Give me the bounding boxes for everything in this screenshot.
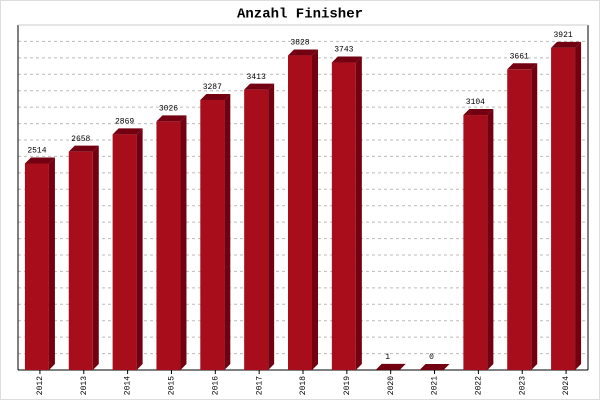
bar-front [551,47,576,371]
bar [507,63,538,371]
bar [244,83,275,371]
x-tick-label: 2022 [474,376,483,395]
bar-side [355,56,362,371]
bar-front [112,134,137,370]
value-label: 1 [385,353,390,362]
value-label: 2869 [115,117,134,126]
bar [200,93,231,370]
bar [288,49,318,371]
bar-front [244,89,269,371]
value-label: 3921 [553,31,572,40]
value-label: 3287 [203,83,222,92]
bar-side [180,115,187,370]
bar-front [200,99,225,370]
bar-front [156,121,181,370]
bar-top [375,363,406,370]
bar-side [136,128,143,370]
value-label: 3828 [290,39,309,48]
value-label: 3104 [466,98,485,107]
bar [156,115,187,370]
bar-front [24,163,49,370]
chart-title: Anzahl Finisher [237,7,363,23]
x-tick-label: 2012 [36,376,45,395]
value-label: 2514 [27,147,46,156]
bar-front [288,55,312,371]
bar-top [68,145,99,152]
bar [112,128,143,370]
bar [419,364,450,370]
x-tick-label: 2018 [299,376,308,395]
bar-top [551,41,582,48]
value-label: 3413 [247,73,266,82]
x-tick-label: 2013 [80,376,89,395]
x-tick-label: 2020 [387,376,396,395]
value-label: 3026 [159,105,178,114]
bar [68,145,99,370]
x-tick-label: 2015 [168,376,177,395]
bar-side [575,41,582,371]
bar [551,41,582,371]
bar-top [288,49,318,56]
bar-top [507,63,538,70]
bar [463,109,494,371]
x-tick-label: 2017 [255,376,264,395]
bar-top [156,115,187,122]
bar-front [507,69,532,371]
bar [331,56,362,371]
bar-top [419,364,450,370]
bar-top [112,128,143,135]
value-label: 0 [429,353,434,362]
bar-top [24,157,55,164]
bar-top [200,93,231,100]
bar-side [531,63,538,371]
x-tick-label: 2019 [343,376,352,395]
bar-front [331,62,356,371]
bar [375,363,406,370]
value-label: 3743 [334,46,353,55]
bar-top [244,83,275,90]
bar-side [487,109,494,371]
bar-front [68,151,93,370]
bar-side [268,83,275,371]
bar-front [463,115,488,371]
x-tick-label: 2016 [211,376,220,395]
value-label: 3661 [510,52,529,61]
value-label: 2658 [71,135,90,144]
bar-side [399,363,406,370]
x-tick-label: 2024 [562,376,571,395]
x-tick-label: 2023 [518,376,527,395]
bar-side [224,93,231,370]
x-tick-label: 2014 [124,376,133,395]
bar-side [48,157,55,370]
bar-side [92,145,99,370]
bar [24,157,55,370]
bar-side [312,49,318,371]
bar-top [331,56,362,63]
x-tick-label: 2021 [431,376,440,395]
bar-top [463,109,494,116]
